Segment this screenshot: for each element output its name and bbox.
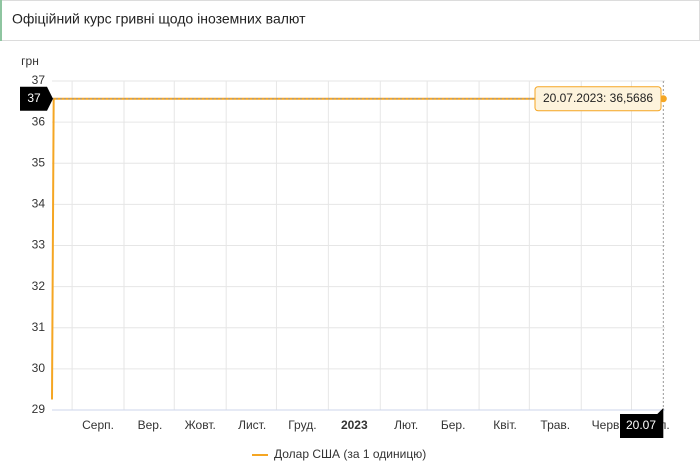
header-accent: [0, 0, 2, 41]
crosshair-x-box: [620, 408, 664, 438]
y-axis-label: грн: [21, 54, 39, 68]
y-tick-label: 29: [32, 402, 46, 416]
x-tick-label: Лют.: [394, 418, 418, 432]
x-tick-label: Вер.: [138, 418, 163, 432]
x-tick-label: Трав.: [540, 418, 570, 432]
y-tick-label: 33: [32, 238, 46, 252]
x-tick-label: Серп.: [82, 418, 114, 432]
x-tick-label: Бер.: [441, 418, 466, 432]
crosshair-y-label: 37: [27, 91, 41, 105]
y-tick-label: 36: [32, 114, 46, 128]
y-tick-label: 31: [32, 320, 46, 334]
legend-label: Долар США (за 1 одиницю): [274, 447, 426, 461]
y-tick-label: 34: [32, 197, 46, 211]
line: [51, 97, 664, 400]
y-tick-label: 32: [32, 279, 46, 293]
x-tick-label: 2023: [341, 418, 368, 432]
x-tick-label: Лист.: [238, 418, 266, 432]
tooltip-text: 20.07.2023: 36,5686: [543, 91, 653, 105]
x-tick-label: Черв.: [592, 418, 623, 432]
x-tick-label: Квіт.: [493, 418, 517, 432]
crosshair-x-label: 20.07: [626, 418, 656, 432]
y-tick-label: 30: [32, 361, 46, 375]
chart-title: Офіційний курс гривні щодо іноземних вал…: [12, 11, 306, 27]
y-tick-label: 37: [32, 73, 46, 87]
x-tick-label: Жовт.: [185, 418, 216, 432]
tooltip-box: [534, 86, 662, 112]
header: [0, 0, 700, 41]
x-tick-label: Груд.: [288, 418, 316, 432]
crosshair-y-box: [20, 86, 53, 111]
y-tick-label: 35: [32, 155, 46, 169]
